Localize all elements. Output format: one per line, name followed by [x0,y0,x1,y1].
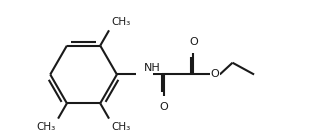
Text: CH₃: CH₃ [111,122,130,132]
Text: NH: NH [144,63,161,72]
Text: O: O [160,102,168,112]
Text: O: O [189,37,198,47]
Text: CH₃: CH₃ [37,122,56,132]
Text: CH₃: CH₃ [111,17,130,27]
Text: O: O [211,69,219,79]
